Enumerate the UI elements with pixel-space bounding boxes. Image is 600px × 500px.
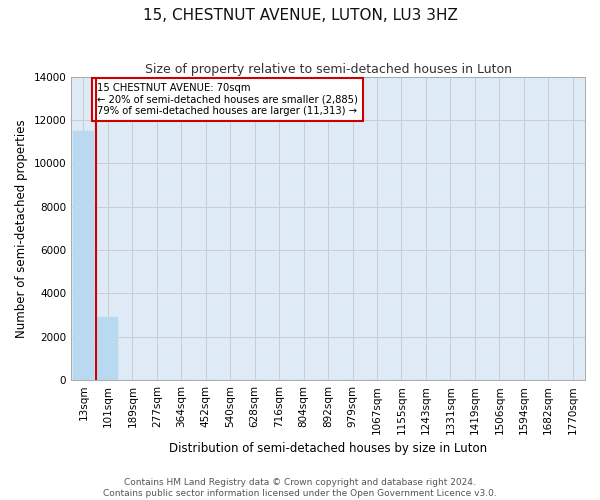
Text: 15 CHESTNUT AVENUE: 70sqm
← 20% of semi-detached houses are smaller (2,885)
79% : 15 CHESTNUT AVENUE: 70sqm ← 20% of semi-… <box>97 83 358 116</box>
X-axis label: Distribution of semi-detached houses by size in Luton: Distribution of semi-detached houses by … <box>169 442 487 455</box>
Title: Size of property relative to semi-detached houses in Luton: Size of property relative to semi-detach… <box>145 62 512 76</box>
Bar <box>73 131 94 380</box>
Text: Contains HM Land Registry data © Crown copyright and database right 2024.
Contai: Contains HM Land Registry data © Crown c… <box>103 478 497 498</box>
Bar <box>97 317 118 380</box>
Text: 15, CHESTNUT AVENUE, LUTON, LU3 3HZ: 15, CHESTNUT AVENUE, LUTON, LU3 3HZ <box>143 8 457 22</box>
Y-axis label: Number of semi-detached properties: Number of semi-detached properties <box>15 119 28 338</box>
